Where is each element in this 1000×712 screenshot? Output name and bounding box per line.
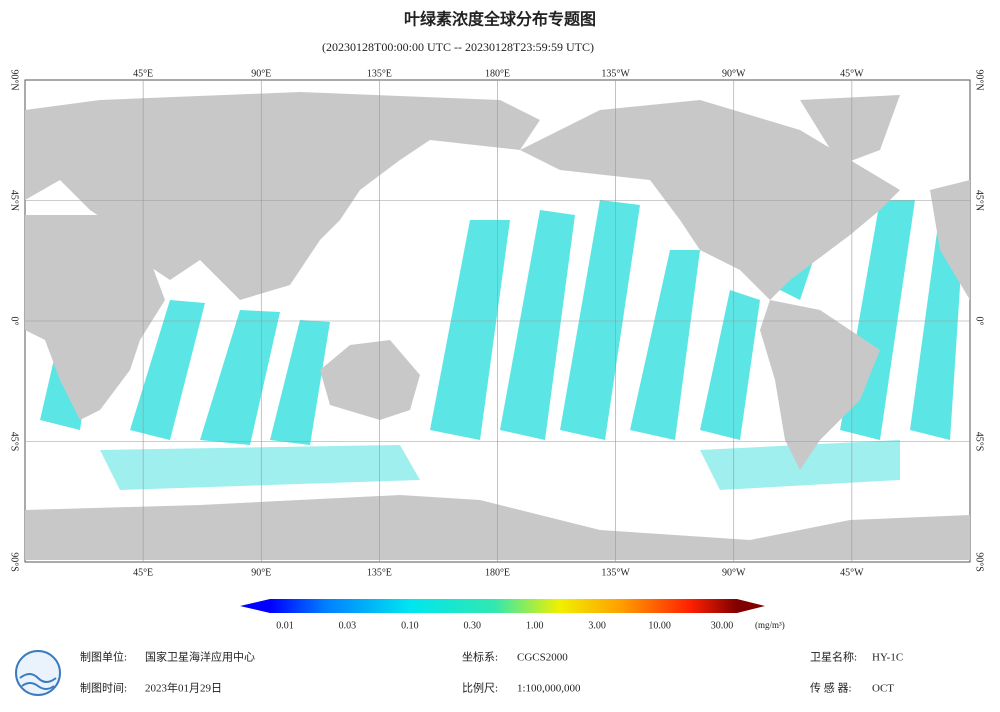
lon-label: 180°E xyxy=(485,68,510,79)
colorbar-tick-label: 1.00 xyxy=(526,620,544,631)
subtitle: (20230128T00:00:00 UTC -- 20230128T23:59… xyxy=(322,40,594,54)
lat-label: 45°S xyxy=(9,432,20,452)
lat-label: 90°S xyxy=(974,552,985,572)
lat-label: 90°N xyxy=(974,69,985,90)
footer-value: CGCS2000 xyxy=(517,652,568,664)
colorbar-tick-label: 3.00 xyxy=(588,620,606,631)
lat-label: 45°N xyxy=(974,190,985,211)
footer-value: HY-1C xyxy=(872,652,903,664)
colorbar xyxy=(270,599,737,613)
colorbar-high-arrow xyxy=(737,599,765,613)
lat-label: 90°S xyxy=(9,552,20,572)
graticule xyxy=(25,80,970,562)
colorbar-unit: (mg/m³) xyxy=(755,620,785,630)
lon-label: 135°W xyxy=(601,68,630,79)
title: 叶绿素浓度全球分布专题图 xyxy=(404,10,596,29)
lat-label: 0° xyxy=(974,317,985,326)
lat-label: 90°N xyxy=(9,69,20,90)
colorbar-tick-label: 0.03 xyxy=(339,620,357,631)
logo xyxy=(15,650,61,696)
footer-label: 比例尺: xyxy=(462,681,498,695)
footer-value: 国家卫星海洋应用中心 xyxy=(145,650,255,664)
colorbar-tick-label: 0.01 xyxy=(276,620,294,631)
colorbar-low-arrow xyxy=(240,599,270,613)
footer-label: 坐标系: xyxy=(462,650,498,664)
lon-label: 90°E xyxy=(251,68,271,79)
colorbar-tick-label: 30.00 xyxy=(711,620,734,631)
colorbar-tick-label: 0.10 xyxy=(401,620,419,631)
footer-value: 2023年01月29日 xyxy=(145,681,222,695)
colorbar-tick-label: 10.00 xyxy=(648,620,671,631)
footer-value: 1:100,000,000 xyxy=(517,683,581,695)
lon-label: 45°W xyxy=(840,68,864,79)
lat-label: 45°N xyxy=(9,190,20,211)
footer-label: 制图时间: xyxy=(80,682,127,695)
footer-label: 传 感 器: xyxy=(810,682,852,695)
footer-label: 制图单位: xyxy=(80,650,127,664)
colorbar-tick-label: 0.30 xyxy=(464,620,482,631)
lon-label: 135°E xyxy=(367,68,392,79)
lon-label: 135°W xyxy=(601,567,630,578)
lon-label: 45°W xyxy=(840,567,864,578)
lat-label: 45°S xyxy=(974,432,985,452)
lon-label: 90°W xyxy=(722,567,746,578)
lon-label: 45°E xyxy=(133,567,153,578)
lat-label: 0° xyxy=(9,317,20,326)
lon-label: 45°E xyxy=(133,68,153,79)
footer-value: OCT xyxy=(872,683,894,695)
lon-label: 135°E xyxy=(367,567,392,578)
lon-label: 90°W xyxy=(722,68,746,79)
footer-label: 卫星名称: xyxy=(810,650,857,664)
swaths xyxy=(40,200,965,490)
lon-label: 90°E xyxy=(251,567,271,578)
lon-label: 180°E xyxy=(485,567,510,578)
